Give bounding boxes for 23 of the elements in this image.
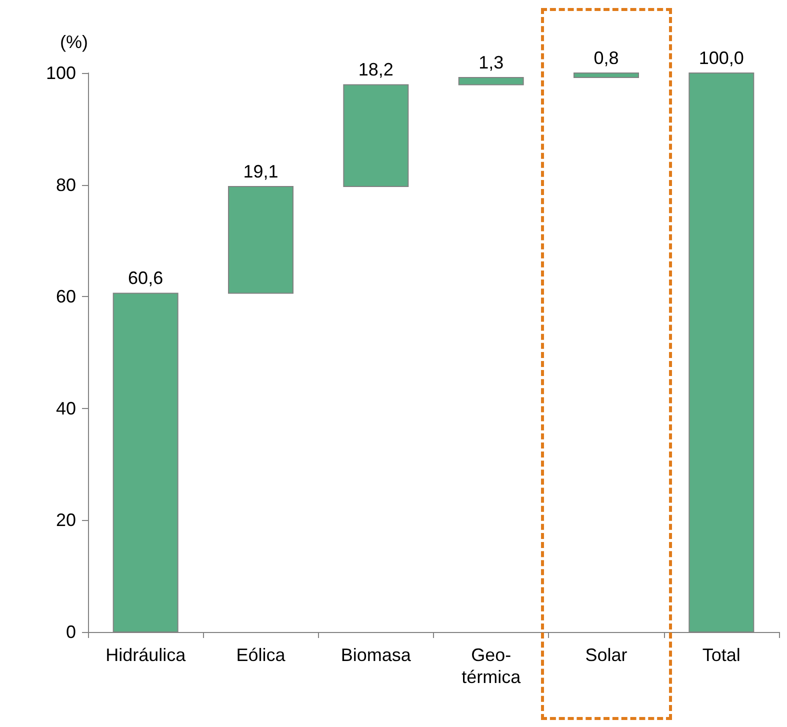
bar bbox=[228, 186, 294, 294]
data-label: 1,3 bbox=[478, 52, 504, 72]
y-tick-label: 80 bbox=[56, 174, 76, 195]
y-tick-label: 0 bbox=[66, 622, 76, 642]
x-tick-label: Hidráulica bbox=[106, 645, 187, 665]
y-tick-label: 100 bbox=[46, 63, 76, 83]
data-label: 19,1 bbox=[243, 161, 278, 182]
y-tick-label: 20 bbox=[56, 510, 76, 530]
bar bbox=[458, 76, 524, 86]
y-tick-label: 60 bbox=[56, 286, 76, 307]
x-tick-label: Eólica bbox=[236, 645, 286, 665]
x-tick-label: Geo- térmica bbox=[462, 645, 522, 687]
data-label: 0,8 bbox=[594, 48, 619, 68]
data-label: 60,6 bbox=[128, 268, 164, 288]
data-label: 100,0 bbox=[698, 48, 744, 68]
y-axis-title: (%) bbox=[60, 32, 88, 52]
x-tick-label: Biomasa bbox=[340, 645, 412, 665]
bar bbox=[343, 84, 409, 187]
bar bbox=[574, 72, 639, 78]
x-tick-label: Solar bbox=[585, 645, 628, 665]
x-tick-label: Total bbox=[702, 645, 740, 665]
data-label: 18,2 bbox=[358, 60, 394, 80]
y-tick-label: 40 bbox=[56, 398, 76, 418]
